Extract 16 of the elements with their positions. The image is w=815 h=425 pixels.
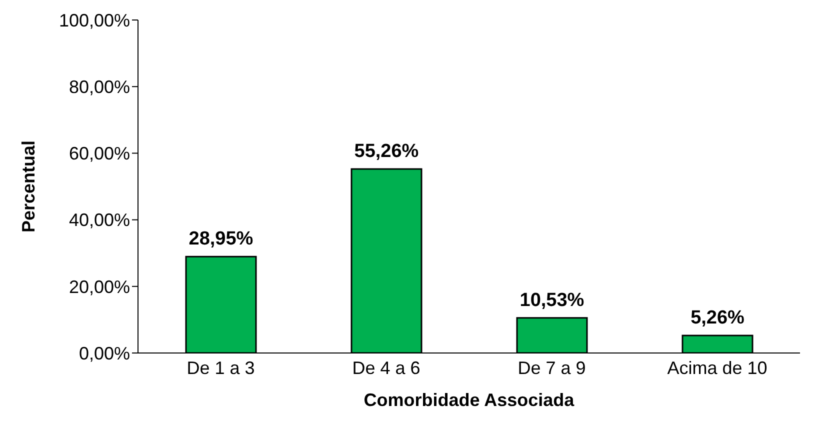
data-label: 5,26%	[690, 307, 745, 328]
y-tick-label: 60,00%	[68, 144, 130, 164]
x-tick-label: De 4 a 6	[352, 358, 420, 378]
y-tick-label: 100,00%	[58, 10, 130, 30]
x-tick-label: De 1 a 3	[186, 358, 255, 378]
y-tick-label: 40,00%	[68, 210, 130, 230]
y-tick-label: 20,00%	[68, 276, 130, 297]
x-axis-title: Comorbidade Associada	[364, 390, 576, 410]
data-label: 55,26%	[354, 140, 419, 162]
data-label: 10,53%	[520, 290, 584, 311]
x-tick-label: Acima de 10	[667, 358, 768, 378]
y-tick-label: 0,00%	[78, 343, 130, 364]
data-label: 28,95%	[188, 228, 254, 250]
y-axis-title: Percentual	[18, 140, 38, 233]
y-tick-label: 80,00%	[68, 76, 130, 97]
x-tick-label: De 7 a 9	[518, 358, 586, 378]
